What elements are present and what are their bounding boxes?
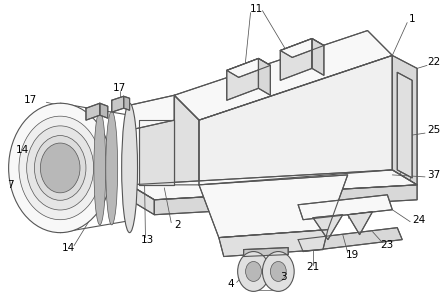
Text: 24: 24: [412, 215, 425, 225]
Text: 13: 13: [141, 235, 154, 245]
Ellipse shape: [34, 136, 86, 200]
Polygon shape: [348, 212, 373, 235]
Polygon shape: [397, 72, 412, 178]
Polygon shape: [155, 185, 417, 215]
Text: 22: 22: [427, 57, 440, 68]
Polygon shape: [130, 170, 417, 200]
Text: 17: 17: [113, 83, 126, 93]
Polygon shape: [280, 38, 312, 80]
Polygon shape: [112, 96, 123, 112]
Polygon shape: [100, 103, 108, 118]
Ellipse shape: [122, 103, 138, 233]
Text: 4: 4: [227, 279, 234, 290]
Text: 23: 23: [381, 239, 394, 250]
Text: 25: 25: [427, 125, 440, 135]
Ellipse shape: [262, 251, 294, 291]
Polygon shape: [258, 58, 270, 95]
Ellipse shape: [27, 126, 94, 210]
Polygon shape: [86, 103, 100, 120]
Polygon shape: [123, 96, 130, 110]
Text: 1: 1: [409, 14, 416, 24]
Text: 19: 19: [346, 250, 359, 259]
Polygon shape: [298, 195, 392, 220]
Text: 3: 3: [280, 272, 286, 282]
Polygon shape: [199, 175, 348, 238]
Text: 17: 17: [24, 95, 37, 105]
Text: 14: 14: [61, 243, 75, 253]
Text: 11: 11: [250, 4, 263, 14]
Polygon shape: [174, 31, 392, 120]
Polygon shape: [130, 95, 174, 130]
Text: 2: 2: [174, 220, 181, 230]
Polygon shape: [227, 58, 270, 77]
Ellipse shape: [246, 262, 262, 282]
Ellipse shape: [19, 116, 101, 220]
Polygon shape: [313, 215, 343, 239]
Ellipse shape: [40, 143, 80, 193]
Text: 37: 37: [427, 170, 440, 180]
Polygon shape: [392, 56, 417, 185]
Polygon shape: [174, 95, 199, 185]
Polygon shape: [298, 228, 402, 251]
Polygon shape: [227, 58, 258, 100]
Text: 21: 21: [306, 262, 320, 273]
Polygon shape: [130, 185, 155, 215]
Polygon shape: [219, 230, 328, 257]
Text: 14: 14: [16, 145, 29, 155]
Ellipse shape: [106, 111, 118, 225]
Ellipse shape: [94, 111, 106, 225]
Polygon shape: [244, 247, 288, 257]
Polygon shape: [312, 38, 324, 75]
Ellipse shape: [270, 262, 286, 282]
Polygon shape: [139, 120, 174, 185]
Text: 7: 7: [7, 180, 14, 190]
Polygon shape: [280, 38, 324, 57]
Ellipse shape: [8, 103, 112, 233]
Polygon shape: [199, 56, 392, 185]
Ellipse shape: [238, 251, 270, 291]
